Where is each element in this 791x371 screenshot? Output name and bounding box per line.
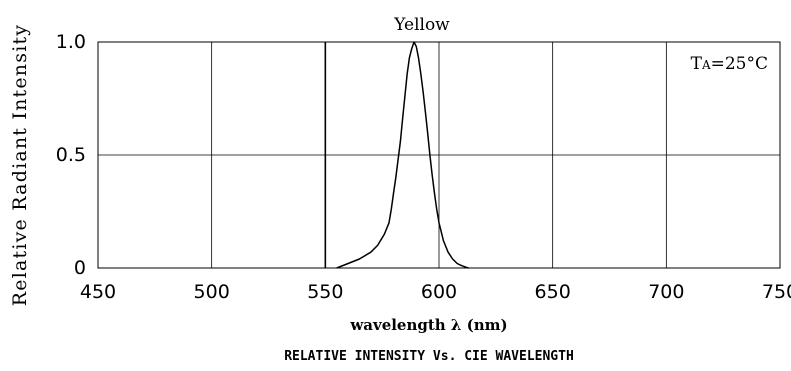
y-tick-label: 1.0 (56, 31, 86, 53)
series-layer (336, 41, 469, 269)
x-tick-label: 750 (762, 281, 791, 303)
x-tick-label: 450 (80, 281, 116, 303)
x-tick-label: 500 (194, 281, 230, 303)
series-line (336, 41, 469, 269)
plot-frame (97, 41, 781, 269)
x-tick-label: 600 (421, 281, 457, 303)
x-tick-label: 650 (535, 281, 571, 303)
grid-layer (98, 42, 780, 268)
chart-title: Yellow (393, 15, 450, 35)
y-tick-label: 0 (74, 257, 86, 279)
x-tick-label: 700 (648, 281, 684, 303)
x-tick-label: 550 (307, 281, 343, 303)
chart-caption: RELATIVE INTENSITY Vs. CIE WAVELENGTH (284, 349, 574, 364)
temperature-annotation: TA=25°C (691, 54, 768, 74)
x-axis-label: wavelength λ (nm) (349, 316, 507, 334)
x-tick-labels: 450 500 550 600 650 700 750 (80, 281, 791, 303)
y-tick-label: 0.5 (56, 144, 86, 166)
y-tick-labels: 0 0.5 1.0 (56, 31, 86, 279)
y-axis-label: Relative Radiant Intensity (9, 24, 31, 307)
